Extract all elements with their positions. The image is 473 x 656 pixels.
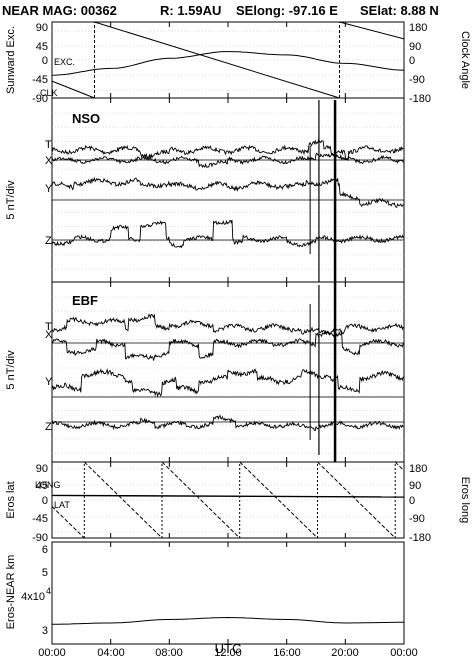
exc-curve-label: EXC. [54, 57, 75, 67]
long-series-line [83, 461, 163, 539]
nso-z-trace [51, 219, 404, 249]
eros-long-axis-label: Eros long [459, 477, 471, 523]
x-axis-title: UTC [215, 641, 242, 656]
angles-right-tick: 90 [409, 41, 421, 53]
clk-series-line [94, 21, 340, 99]
ebf-x-trace [51, 327, 404, 361]
nso-y-label: Y [45, 183, 53, 195]
nso-t-label: T [45, 139, 52, 151]
angles-panel-frame [51, 21, 405, 99]
range-panel-frame [51, 541, 405, 645]
lat-curve-label: LAT [54, 500, 70, 510]
eros-right-tick: 180 [409, 463, 427, 475]
ebf-y-trace [51, 368, 404, 398]
long-series-line [394, 461, 405, 471]
angles-left-tick: -90 [32, 93, 48, 105]
eros-left-tick: -45 [32, 513, 48, 525]
long-series-line [161, 461, 241, 539]
eros-right-tick: 90 [409, 480, 421, 492]
x-tick-label: 00:00 [390, 647, 418, 656]
nso-t-trace [51, 139, 404, 161]
ebf-panel-title: EBF [72, 293, 98, 308]
header-title: NEAR MAG: 00362 [2, 3, 117, 18]
angles-left-tick: 45 [36, 41, 48, 53]
range-tick: 3 [42, 625, 48, 637]
x-tick-label: 08:00 [155, 647, 183, 656]
eros-left-tick: -90 [32, 532, 48, 544]
eros-left-tick: 90 [36, 463, 48, 475]
x-tick-label: 12:00 [214, 647, 242, 656]
long-series-line [239, 461, 318, 539]
lat-series-line [51, 494, 405, 498]
nso-z-label: Z [45, 235, 52, 247]
range-tick-exponent: 4 [46, 586, 51, 596]
clk-series-line [51, 80, 95, 99]
range-tick: 6 [42, 544, 48, 556]
eros-right-tick: 0 [409, 495, 415, 507]
exc-series-line [51, 51, 404, 76]
eros-lat-axis-label: Eros lat [5, 481, 17, 518]
sunward-exc-axis-label: Sunward Exc. [5, 26, 17, 94]
long-curve-label: LONG [35, 480, 61, 490]
ebf-t-label: T [45, 321, 52, 333]
plot-layer [51, 21, 405, 644]
nso-axis-label: 5 nT/div [5, 180, 17, 220]
header-distance: R: 1.59AU [160, 3, 221, 18]
header-selong: SElong: -97.16 E [236, 3, 338, 18]
ebf-x-label: X [45, 329, 53, 341]
x-tick-label: 00:00 [38, 647, 66, 656]
ebf-z-trace [51, 414, 404, 432]
long-series-line [317, 461, 396, 539]
range-axis-label: Eros-NEAR km [5, 555, 17, 630]
ebf-axis-label: 5 nT/div [5, 350, 17, 390]
angles-right-tick: -180 [409, 93, 431, 105]
angles-left-tick: -45 [32, 74, 48, 86]
nso-panel-title: NSO [72, 111, 100, 126]
x-tick-label: 20:00 [331, 647, 359, 656]
range-tick: 5 [42, 567, 48, 579]
eros-left-tick: 0 [42, 495, 48, 507]
clk-series-line [339, 21, 405, 40]
eros-left-tick: 45 [36, 480, 48, 492]
angles-right-tick: 0 [409, 55, 415, 67]
angles-right-tick: 180 [409, 22, 427, 34]
header-selat: SElat: 8.88 N [360, 3, 439, 18]
eros-right-tick: -90 [409, 513, 425, 525]
long-series-line [51, 506, 85, 539]
x-tick-label: 16:00 [273, 647, 301, 656]
clock-angle-axis-label: Clock Angle [459, 31, 471, 89]
angles-left-tick: 90 [36, 22, 48, 34]
ebf-t-trace [51, 313, 404, 338]
ebf-z-label: Z [45, 421, 52, 433]
x-tick-label: 04:00 [97, 647, 125, 656]
range-series-line [52, 616, 404, 625]
range-tick: 4x10 [21, 591, 45, 603]
clk-curve-label: CLK [40, 88, 58, 98]
nso-x-trace [51, 148, 404, 169]
angles-left-tick: 0 [42, 55, 48, 67]
eros-right-tick: -180 [409, 532, 431, 544]
angles-right-tick: -90 [409, 74, 425, 86]
nso-y-trace [51, 176, 404, 208]
ebf-y-label: Y [45, 376, 53, 388]
nso-x-label: X [45, 155, 53, 167]
